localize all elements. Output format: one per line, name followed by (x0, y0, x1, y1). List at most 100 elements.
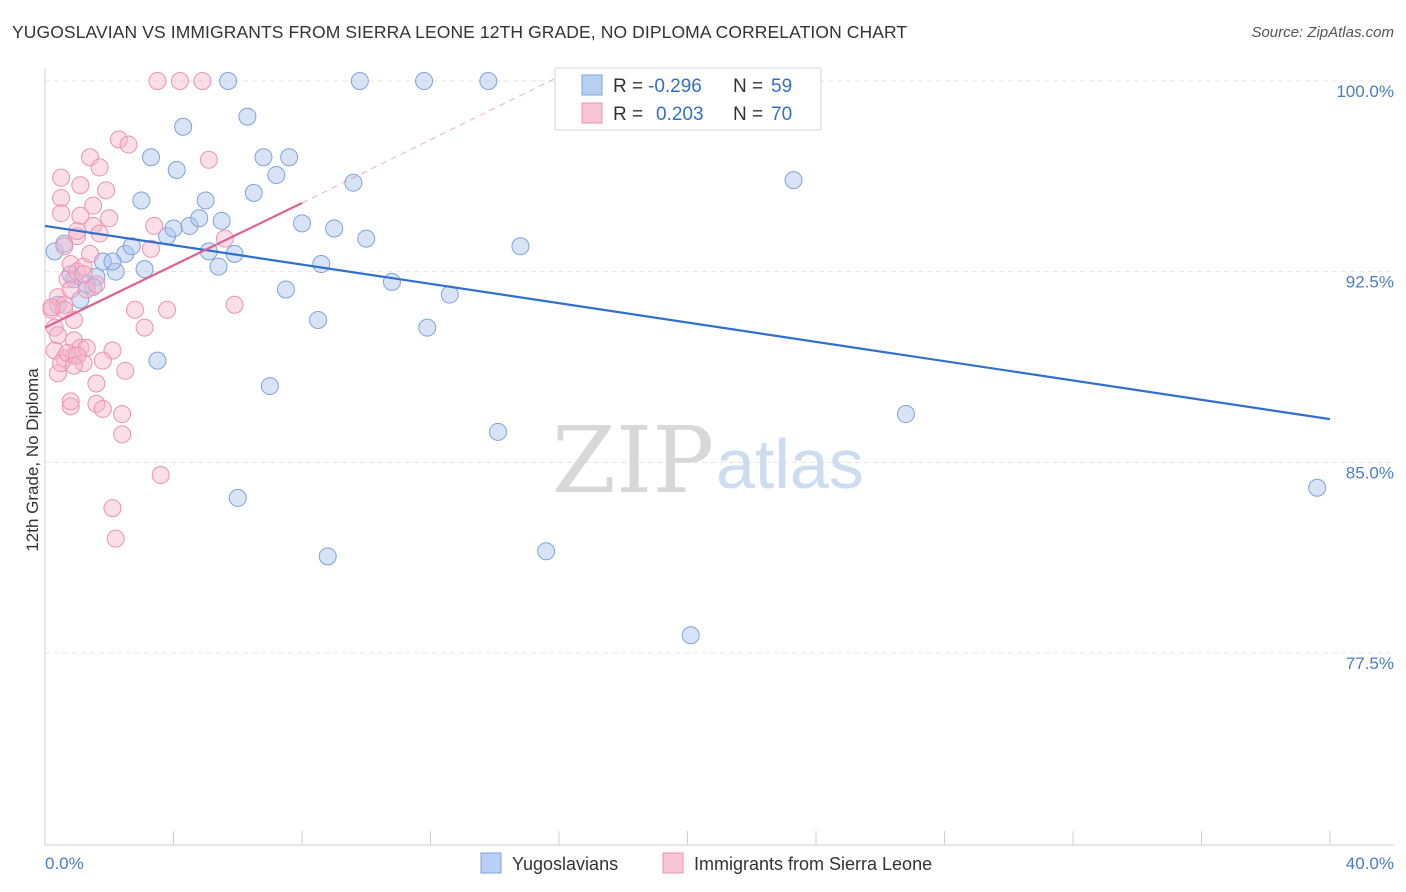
x-tick-labels: 0.0% 40.0% (45, 854, 1394, 873)
point-s1-69 (64, 356, 83, 375)
trend-lines (44, 72, 1331, 421)
point-s1-38 (97, 181, 116, 200)
axes (44, 68, 1394, 846)
point-s0-0 (45, 242, 64, 261)
gridlines (45, 80, 1394, 654)
legend-n-value-2: 70 (771, 104, 792, 125)
x-tick-label-1: 40.0% (1346, 854, 1394, 873)
point-s1-51 (145, 216, 164, 235)
point-s1-46 (116, 361, 135, 380)
point-s1-50 (142, 239, 161, 258)
point-s1-41 (103, 499, 122, 518)
point-s1-13 (61, 397, 80, 416)
point-s0-55 (103, 252, 122, 271)
point-s1-31 (84, 216, 103, 235)
point-s0-33 (280, 148, 299, 167)
legend-swatch-yugoslavians (581, 74, 603, 96)
point-s0-37 (318, 547, 337, 566)
point-s0-38 (325, 219, 344, 238)
point-s1-47 (119, 135, 138, 154)
point-s0-46 (479, 72, 498, 90)
point-s0-16 (167, 160, 186, 179)
series-0-points (45, 72, 1327, 645)
point-s0-47 (488, 422, 507, 441)
point-s1-64 (74, 265, 93, 284)
y-tick-label-2: 85.0% (1346, 463, 1394, 482)
point-s1-42 (106, 529, 125, 548)
point-s0-23 (212, 211, 231, 230)
point-s1-49 (135, 318, 154, 337)
point-s0-34 (293, 214, 311, 233)
point-s1-26 (77, 338, 96, 357)
series-label-yugoslavians: Yugoslavians (512, 854, 618, 874)
point-s0-18 (180, 216, 199, 235)
point-s0-26 (228, 488, 247, 507)
trend-line-s1 (44, 202, 303, 329)
legend-n-label-2: N = (733, 104, 763, 125)
point-s0-12 (142, 148, 161, 167)
point-s0-13 (148, 351, 167, 370)
point-s0-48 (511, 237, 530, 256)
series-label-sierra-leone: Immigrants from Sierra Leone (694, 854, 932, 874)
point-s0-36 (312, 255, 331, 274)
point-s1-33 (87, 374, 106, 393)
chart-source: Source: ZipAtlas.com (1251, 24, 1394, 41)
point-s1-28 (80, 244, 99, 263)
point-s0-10 (122, 237, 141, 256)
legend-r-value-1: -0.296 (648, 76, 702, 97)
point-s1-22 (71, 206, 90, 225)
point-s1-10 (58, 270, 77, 289)
point-s0-39 (344, 173, 363, 192)
point-s1-27 (77, 280, 96, 299)
point-s1-12 (61, 280, 80, 299)
point-s1-44 (113, 405, 132, 424)
point-s0-24 (219, 72, 238, 90)
point-s1-59 (148, 72, 167, 90)
watermark-zip: ZIP (552, 407, 714, 514)
point-s0-8 (106, 262, 125, 281)
y-tick-labels: 100.0% 92.5% 85.0% 77.5% (1336, 82, 1394, 673)
point-s1-32 (87, 275, 106, 294)
point-s0-40 (350, 72, 369, 90)
legend-r-label-1: R = (613, 76, 643, 97)
point-s0-15 (164, 219, 183, 238)
watermark-atlas: atlas (716, 425, 864, 503)
point-s0-29 (254, 148, 273, 167)
point-s1-5 (52, 188, 71, 207)
point-s0-30 (260, 377, 279, 396)
point-s0-27 (238, 107, 257, 126)
point-s0-11 (135, 260, 154, 279)
point-s0-20 (196, 191, 215, 210)
trend-line-s0 (44, 224, 1331, 421)
series-legend: Yugoslavians Immigrants from Sierra Leon… (480, 852, 932, 874)
data-points (42, 72, 1327, 645)
point-s1-48 (125, 300, 144, 319)
point-s1-3 (48, 364, 67, 383)
correlation-legend: R = -0.296 N = 59 R = 0.203 N = 70 (554, 67, 822, 131)
y-axis-label: 12th Grade, No Diploma (23, 368, 42, 552)
series-swatch-yugoslavians (480, 852, 502, 874)
point-s0-35 (309, 310, 328, 329)
point-s1-55 (193, 72, 212, 90)
point-s1-45 (113, 425, 132, 444)
legend-r-label-2: R = (613, 104, 643, 125)
point-s0-54 (1308, 478, 1327, 497)
point-s1-58 (225, 295, 244, 314)
point-s1-21 (71, 176, 90, 195)
point-s0-58 (132, 191, 151, 210)
point-s1-14 (61, 392, 80, 411)
point-s1-4 (52, 168, 71, 187)
point-s0-52 (784, 171, 803, 190)
point-s1-39 (100, 209, 119, 228)
x-tick-label-0: 0.0% (45, 854, 84, 873)
y-tick-label-1: 92.5% (1346, 273, 1394, 292)
y-tick-label-0: 100.0% (1336, 82, 1394, 101)
series-1-points (42, 72, 244, 548)
point-s0-41 (357, 229, 376, 248)
y-tick-label-3: 77.5% (1346, 654, 1394, 673)
point-s1-53 (158, 300, 177, 319)
point-s1-37 (93, 399, 112, 418)
legend-swatch-sierra-leone (581, 102, 603, 124)
series-swatch-sierra-leone (662, 852, 684, 874)
legend-n-value-1: 59 (771, 76, 792, 97)
